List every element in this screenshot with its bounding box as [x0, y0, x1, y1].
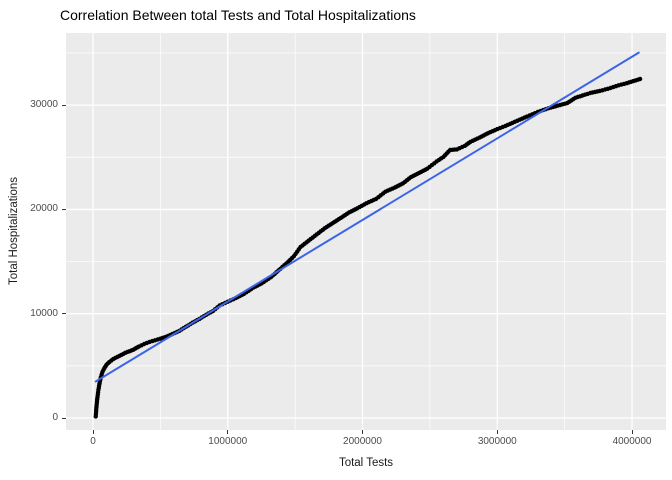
x-tick-label: 0: [90, 436, 96, 447]
x-tick-mark: [496, 430, 498, 434]
x-tick-label: 1000000: [208, 436, 248, 447]
x-tick-label: 3000000: [477, 436, 517, 447]
x-tick-mark: [92, 430, 94, 434]
trend-line: [94, 51, 640, 383]
x-tick-mark: [362, 430, 364, 434]
plot-canvas: [66, 33, 666, 430]
chart-title: Correlation Between total Tests and Tota…: [60, 7, 416, 23]
x-tick-label: 4000000: [612, 436, 652, 447]
y-axis-title: Total Hospitalizations: [8, 176, 20, 286]
y-tick-label: 10000: [30, 307, 58, 319]
x-axis-title: Total Tests: [338, 457, 394, 469]
y-tick-label: 30000: [30, 99, 58, 111]
plot-panel: [66, 33, 666, 430]
x-tick-mark: [631, 430, 633, 434]
x-tick-mark: [227, 430, 229, 434]
y-tick-label: 0: [52, 412, 58, 423]
x-tick-label: 2000000: [343, 436, 382, 447]
data-point: [637, 76, 643, 82]
